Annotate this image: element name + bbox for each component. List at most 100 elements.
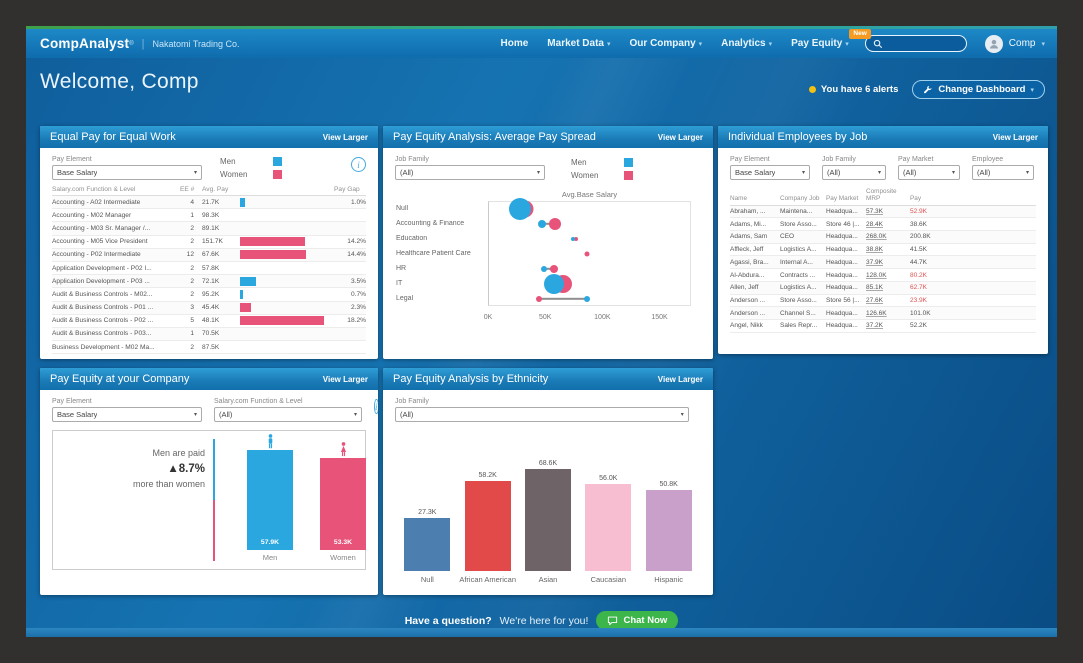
connector-line [544,267,555,270]
pay-gap-bar-track [240,343,330,352]
table-row[interactable]: Audit & Business Controls - P01 ... 3 45… [52,301,366,315]
filter: Job Family (All) ▾ [822,156,886,180]
filter-select[interactable]: (All) ▾ [972,165,1034,180]
table-row[interactable]: Accounting - M02 Manager 1 98.3K [52,209,366,223]
pay-gap-bar-track [240,250,330,260]
table-row[interactable]: Affleck, Jeff Logistics A... Headqua... … [730,244,1036,257]
pay-element-label: Pay Element [52,398,92,405]
info-icon[interactable]: i [351,157,366,172]
nav-item-label: Market Data [547,38,604,49]
table-row[interactable]: Audit & Business Controls - M02... 2 95.… [52,288,366,302]
job-family-select[interactable]: (All) ▾ [395,165,545,180]
info-icon[interactable]: i [374,399,378,414]
table-row[interactable]: Adams, Mi... Store Asso... Store 46 |...… [730,218,1036,232]
nav-item-label: Our Company [629,38,696,49]
table-row[interactable]: Al-Abdura... Contracts ... Headqua... 12… [730,269,1036,282]
connector-line [541,222,556,225]
function-level-cell: Business Development - M02 Ma... [52,343,155,351]
table-row[interactable]: Accounting - M05 Vice President 2 151.7K… [52,236,366,249]
table-row[interactable]: Audit & Business Controls - P02 ... 5 48… [52,315,366,328]
employee-name-cell: Affleck, Jeff [730,246,764,254]
composite-mrp-cell: 57.3K [866,208,883,216]
nav-item[interactable]: Home ▾ [501,38,529,49]
view-larger-link[interactable]: View Larger [322,374,368,384]
select-value: (All) [903,168,917,177]
nav-item[interactable]: Our Company ▾ [630,38,703,49]
table-row[interactable]: Abraham, ... Maintena... Headqua... 57.3… [730,205,1036,219]
legend-men-label: Men [571,158,587,167]
function-level-select[interactable]: (All) ▾ [214,407,362,422]
table-row[interactable]: Application Development - P02 I... 2 57.… [52,262,366,276]
alerts-link[interactable]: You have 6 alerts [808,84,898,95]
men-dot [509,197,532,220]
avg-pay-cell: 72.1K [202,277,220,285]
nav-item[interactable]: Analytics ▾ [721,38,772,49]
table-row[interactable]: Application Development - P03 ... 2 72.1… [52,275,366,289]
male-icon [247,434,293,454]
category-label: Null [396,205,409,212]
chevron-down-icon: ▾ [801,170,805,176]
chart-row: Healthcare Patient Care [395,247,691,261]
ee-count-cell: 1 [190,211,194,219]
employee-name-cell: Abraham, ... [730,208,766,216]
table-row[interactable]: Accounting - P02 Intermediate 12 67.6K 1… [52,248,366,262]
pay-cell: 44.7K [910,258,927,266]
company-job-cell: Store Asso... [780,220,817,228]
table-row[interactable]: Audit & Business Controls - P03... 1 70.… [52,327,366,342]
filter-select[interactable]: (All) ▾ [898,165,960,180]
table-row[interactable]: Angel, Nikk Sales Repr... Headqua... 37.… [730,320,1036,333]
table-row[interactable]: Anderson ... Channel S... Headqua... 126… [730,307,1036,320]
filter-select[interactable]: Base Salary ▾ [730,165,810,180]
women-dot [574,236,579,241]
view-larger-link[interactable]: View Larger [322,132,368,142]
pay-gap-bar-track [240,237,330,247]
x-tick-label: 100K [594,314,611,321]
chat-now-button[interactable]: Chat Now [596,611,679,630]
women-dot [550,264,559,273]
user-menu[interactable]: Comp ▾ [984,34,1045,53]
table-row[interactable]: Accounting - M03 Sr. Manager /... 2 89.1… [52,222,366,236]
chat-icon [607,615,618,626]
nav-item[interactable]: Market Data ▾ [547,38,610,49]
table-row[interactable]: Accounting - A02 Intermediate 4 21.7K 1.… [52,196,366,210]
category-label: Healthcare Patient Care [396,250,471,257]
filter-select[interactable]: (All) ▾ [822,165,886,180]
bar-category-label: African American [459,575,517,584]
view-larger-link[interactable]: View Larger [657,374,703,384]
filters-row: Pay Element Base Salary ▾ Job Family (Al… [730,156,1036,180]
view-larger-link[interactable]: View Larger [657,132,703,142]
nav-item[interactable]: Pay Equity ▾ New [791,29,871,49]
card-title: Pay Equity at your Company [50,373,190,385]
table-row[interactable]: Business Development - M02 Ma... 2 87.5K [52,341,366,355]
pay-gap-value: 14.4% [347,251,366,259]
view-larger-link[interactable]: View Larger [992,132,1038,142]
table-row[interactable]: Allen, Jeff Logistics A... Headqua... 85… [730,281,1036,295]
function-level-cell: Application Development - P02 I... [52,264,152,272]
search-input[interactable] [887,38,960,49]
dot-track [488,292,691,306]
bar [404,518,451,571]
bar-group: 58.2K African American [459,472,517,584]
function-level-cell: Audit & Business Controls - P03... [52,330,152,338]
men-dot [570,236,575,241]
change-dashboard-button[interactable]: Change Dashboard ▾ [912,80,1045,99]
avg-pay-cell: 57.8K [202,264,220,272]
col-function-level: Salary.com Function & Level [52,186,136,193]
table-row[interactable]: Adams, Sam CEO Headqua... 268.0K 200.8K [730,231,1036,244]
col-name: Name [730,195,748,203]
table-row[interactable]: Agassi, Bra... Internal A... Headqua... … [730,256,1036,270]
connector-line [539,297,588,300]
footer-question: Have a question? [404,614,492,627]
brand-logo[interactable]: CompAnalyst [40,36,130,51]
pay-element-select[interactable]: Base Salary ▾ [52,407,202,422]
dot-track [488,232,691,246]
pay-cell: 200.8K [910,233,931,241]
global-search[interactable] [864,35,967,52]
pay-gap-value: 0.7% [350,290,366,298]
select-value: (All) [827,168,841,177]
pay-market-cell: Headqua... [826,309,858,317]
pay-element-select[interactable]: Base Salary ▾ [52,165,202,180]
pay-market-cell: Headqua... [826,271,858,279]
table-row[interactable]: Anderson ... Store Asso... Store 56 |...… [730,295,1036,308]
job-family-select[interactable]: (All) ▾ [395,407,689,422]
